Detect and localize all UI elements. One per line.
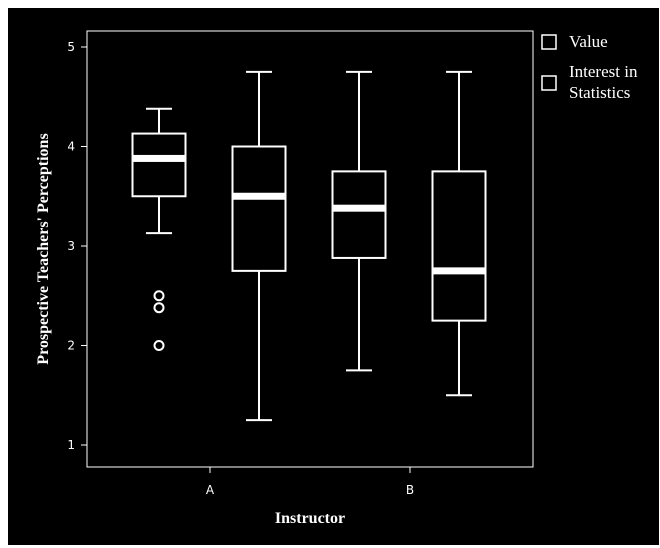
x-tick-label: A [206,483,215,497]
iqr-box [131,132,187,198]
box-interest-in-statistics-a [231,70,287,422]
chart-frame [8,8,659,545]
y-tick-label: 2 [67,339,75,353]
y-tick-label: 1 [67,438,75,452]
x-tick-label: B [406,483,414,497]
legend-swatch [541,34,557,50]
outlier-point [153,340,165,351]
y-axis: 1 2 3 4 5 [67,40,87,452]
legend-swatch [541,75,557,91]
median-line [332,204,386,212]
y-tick-label: 4 [67,140,75,154]
median-line [232,192,286,200]
iqr-box [231,145,287,272]
median-line [132,154,186,162]
legend-item: Interest in Statistics [541,62,638,102]
legend-label: Interest in Statistics [569,62,638,102]
y-tick-label: 5 [67,40,75,54]
box-interest-in-statistics-b [431,70,487,397]
y-axis-title: Prospective Teachers' Perceptions [35,133,52,364]
legend-label: Value [569,32,608,51]
y-tick-label: 3 [67,239,75,253]
outlier-point [153,290,165,302]
plot-area [86,30,534,468]
legend: Value Interest in Statistics [541,32,638,102]
median-line [432,267,486,275]
x-axis-title: Instructor [275,510,345,527]
iqr-box [431,170,487,322]
box-plots [131,70,487,422]
legend-item: Value [541,32,608,51]
outlier-point [153,302,165,314]
iqr-box [331,170,387,259]
box-value-a [131,107,187,351]
box-value-b [331,70,387,372]
